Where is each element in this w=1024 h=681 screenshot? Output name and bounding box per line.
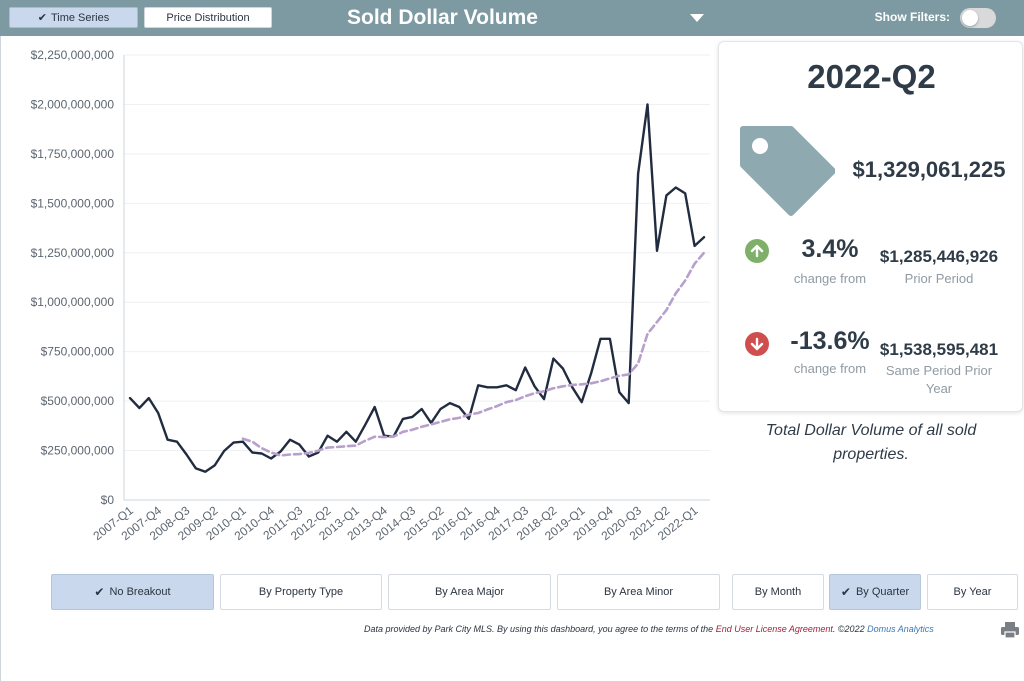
check-icon: ✔: [840, 585, 851, 599]
by-month-button[interactable]: By Month: [732, 574, 824, 610]
chevron-down-icon: [690, 14, 704, 22]
header-bar: ✔ Time Series Price Distribution Sold Do…: [0, 0, 1024, 36]
y-tick-label: $750,000,000: [41, 345, 115, 359]
left-border: [0, 36, 1, 681]
no-breakout-label: No Breakout: [109, 586, 171, 598]
price-tag-icon: [740, 126, 835, 216]
y-tick-label: $1,000,000,000: [31, 295, 115, 309]
y-tick-label: $1,250,000,000: [31, 246, 115, 260]
tab-price-distribution[interactable]: Price Distribution: [144, 7, 272, 28]
trend-line: [241, 251, 706, 457]
total-volume: $1,329,061,225: [852, 157, 1006, 182]
line-chart: $0 $250,000,000 $500,000,000 $750,000,000 $1…: [31, 48, 710, 543]
tab-time-series[interactable]: ✔ Time Series: [9, 7, 138, 28]
toggle-knob: [962, 10, 978, 26]
printer-icon[interactable]: [1000, 621, 1020, 639]
same-period-value: $1,538,595,481: [879, 340, 999, 359]
by-quarter-button[interactable]: ✔ By Quarter: [829, 574, 921, 610]
disclaimer: Data provided by Park City MLS. By using…: [364, 624, 994, 634]
license-link[interactable]: End User License Agreement: [715, 624, 833, 634]
summary-caption: Total Dollar Volume of all sold properti…: [765, 422, 977, 463]
copyright-text: . ©2022: [832, 624, 868, 634]
no-breakout-button[interactable]: ✔ No Breakout: [51, 574, 214, 610]
by-area-major-label: By Area Major: [434, 586, 505, 598]
check-icon: ✔: [94, 585, 105, 599]
y-tick-label: $250,000,000: [41, 444, 115, 458]
prior-period-label: Prior Period: [904, 271, 974, 286]
y-tick-label: $2,250,000,000: [31, 48, 115, 62]
arrow-up-icon: [745, 239, 769, 263]
disclaimer-text: Data provided by Park City MLS. By using…: [364, 624, 716, 634]
by-property-type-button[interactable]: By Property Type: [220, 574, 382, 610]
tab-time-series-label: Time Series: [50, 11, 110, 24]
domus-link[interactable]: Domus Analytics: [867, 624, 934, 634]
by-year-label: By Year: [953, 586, 992, 598]
prior-change-pct: 3.4%: [801, 235, 859, 263]
tab-price-distribution-label: Price Distribution: [166, 11, 250, 24]
prior-period-value: $1,285,446,926: [879, 247, 999, 266]
by-property-type-label: By Property Type: [258, 586, 344, 598]
volume-line: [128, 103, 706, 473]
prior-change-label: change from: [793, 271, 867, 286]
y-tick-label: $1,500,000,000: [31, 196, 115, 210]
y-tick-label: $500,000,000: [41, 394, 115, 408]
same-period-change-pct: -13.6%: [790, 327, 870, 355]
metric-title: Sold Dollar Volume: [347, 6, 538, 29]
by-quarter-label: By Quarter: [855, 586, 910, 598]
same-period-label: Same Period Prior Year: [885, 363, 993, 396]
same-period-change-label: change from: [793, 361, 867, 376]
by-year-button[interactable]: By Year: [927, 574, 1018, 610]
summary-card: 2022-Q2 $1,329,061,225 3.4% change from …: [718, 41, 1023, 412]
chart-area: $0 $250,000,000 $500,000,000 $750,000,000 $1…: [0, 36, 718, 566]
show-filters-toggle[interactable]: [960, 8, 996, 28]
current-period: 2022-Q2: [807, 58, 936, 95]
by-area-minor-button[interactable]: By Area Minor: [557, 574, 720, 610]
check-icon: ✔: [37, 12, 47, 24]
by-area-minor-label: By Area Minor: [603, 586, 674, 598]
y-tick-label: $0: [101, 493, 115, 507]
by-area-major-button[interactable]: By Area Major: [388, 574, 551, 610]
arrow-down-icon: [745, 332, 769, 356]
y-tick-label: $1,750,000,000: [31, 147, 115, 161]
y-tick-label: $2,000,000,000: [31, 97, 115, 111]
metric-select[interactable]: Sold Dollar Volume: [340, 3, 710, 33]
by-month-label: By Month: [754, 586, 802, 598]
show-filters-label: Show Filters:: [874, 10, 950, 24]
